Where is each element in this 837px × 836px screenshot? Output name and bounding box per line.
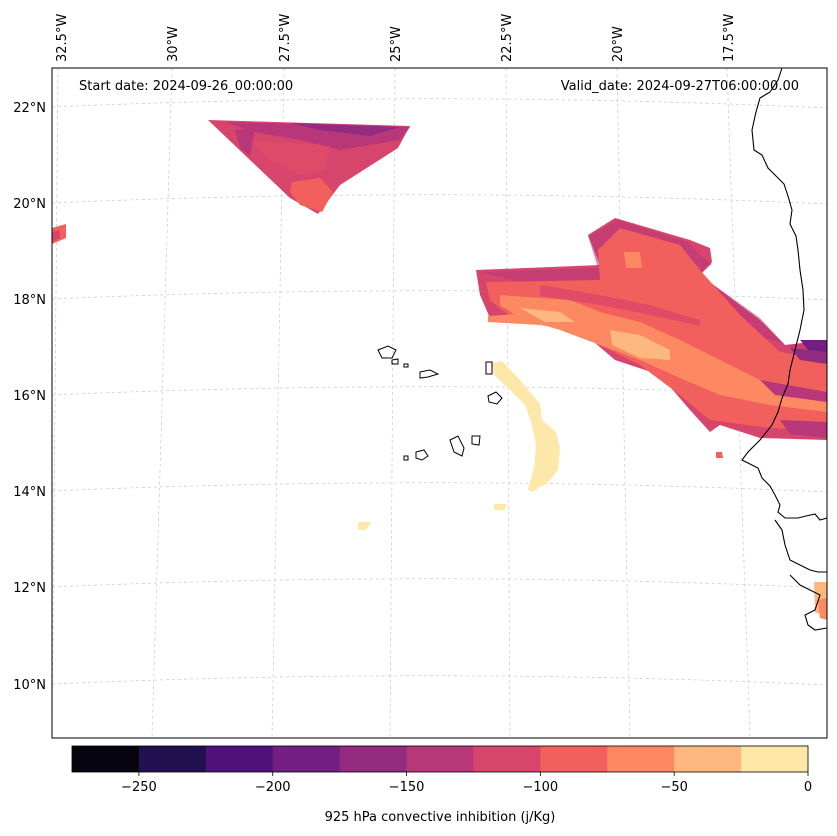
- parallel-12n: [51, 578, 828, 589]
- senegal-outline: [774, 519, 827, 573]
- cin-region-east-band: [476, 218, 827, 458]
- colorbar-tick-label: −100: [523, 780, 559, 795]
- africa-coast: [741, 67, 828, 521]
- cin-region-plume: [358, 361, 827, 620]
- parallel-22n: [51, 98, 828, 109]
- valid-date-annotation: Valid_date: 2024-09-27T06:00:00.00: [561, 79, 799, 94]
- meridian-32-5w: [51, 67, 59, 739]
- parallel-16n: [51, 386, 828, 397]
- island-sao-nicolau: [419, 369, 440, 379]
- coastlines: [741, 67, 828, 631]
- colorbar-segment: [741, 746, 809, 772]
- island-santiago: [449, 435, 465, 457]
- lon-label: 25°W: [389, 26, 404, 62]
- latitude-labels: 22°N 20°N 18°N 16°N 14°N 12°N 10°N: [13, 101, 46, 693]
- lon-label: 22.5°W: [500, 14, 515, 62]
- meridian-17-5w: [726, 67, 751, 739]
- colorbar-tick-label: −250: [121, 780, 157, 795]
- lat-label: 16°N: [13, 389, 46, 404]
- lon-label: 20°W: [611, 26, 626, 62]
- island-santa-luzia: [403, 363, 409, 368]
- colorbar-segment: [205, 746, 274, 772]
- island-santo-antao: [377, 345, 397, 359]
- parallel-20n: [51, 194, 828, 205]
- island-maio: [471, 435, 481, 446]
- colorbar-segment: [406, 746, 474, 772]
- longitude-labels: 32.5°W 30°W 27.5°W 25°W 22.5°W 20°W 17.5…: [55, 14, 737, 62]
- meridian-30w: [151, 67, 173, 739]
- lon-label: 17.5°W: [722, 14, 737, 62]
- colorbar-segment: [72, 746, 140, 772]
- colorbar-tick-label: −50: [660, 780, 687, 795]
- colorbar-segment: [607, 746, 675, 772]
- cape-verde-islands: [377, 345, 503, 461]
- map-panel: [51, 67, 828, 739]
- lat-label: 20°N: [13, 197, 46, 212]
- meridian-22-5w: [505, 67, 511, 739]
- meridian-25w: [389, 67, 396, 739]
- guinea-bissau-coast: [789, 574, 828, 631]
- parallel-18n: [51, 290, 828, 301]
- colorbar-tick-label: 0: [804, 780, 812, 795]
- lat-label: 12°N: [13, 581, 46, 596]
- lat-label: 22°N: [13, 101, 46, 116]
- colorbar-segment: [674, 746, 742, 772]
- colorbar-segment: [138, 746, 207, 772]
- cin-filled-contours: [52, 120, 827, 620]
- colorbar-segment: [473, 746, 541, 772]
- colorbar-tick-label: −200: [255, 780, 291, 795]
- colorbar-segment: [272, 746, 341, 772]
- meridian-20w: [616, 67, 631, 739]
- colorbar-blocks: [72, 746, 809, 772]
- island-sal: [485, 361, 493, 375]
- map-frame: [51, 67, 828, 739]
- colorbar-label: 925 hPa convective inhibition (j/Kg): [325, 810, 556, 825]
- island-brava: [403, 455, 409, 461]
- colorbar-frame: [71, 745, 809, 773]
- lat-label: 18°N: [13, 293, 46, 308]
- island-sao-vicente: [391, 358, 399, 365]
- lon-label: 30°W: [166, 26, 181, 62]
- cin-region-west-edge: [52, 224, 66, 244]
- lat-label: 14°N: [13, 485, 46, 500]
- start-date-annotation: Start date: 2024-09-26_00:00:00: [79, 79, 293, 94]
- colorbar: −250 −200 −150 −100 −50 0 925 hPa convective …: [71, 745, 812, 825]
- island-fogo: [415, 449, 429, 461]
- lat-label: 10°N: [13, 678, 46, 693]
- lon-label: 32.5°W: [55, 14, 70, 62]
- colorbar-tick-label: −150: [389, 780, 425, 795]
- parallel-14n: [51, 482, 828, 493]
- colorbar-segment: [540, 746, 608, 772]
- lon-label: 27.5°W: [278, 14, 293, 62]
- colorbar-ticks: −250 −200 −150 −100 −50 0: [121, 772, 812, 795]
- cin-region-north: [208, 120, 410, 214]
- colorbar-segment: [339, 746, 408, 772]
- graticule: [51, 67, 828, 739]
- island-boa-vista: [487, 391, 503, 405]
- parallel-10n: [51, 675, 828, 686]
- meridian-27-5w: [271, 67, 285, 739]
